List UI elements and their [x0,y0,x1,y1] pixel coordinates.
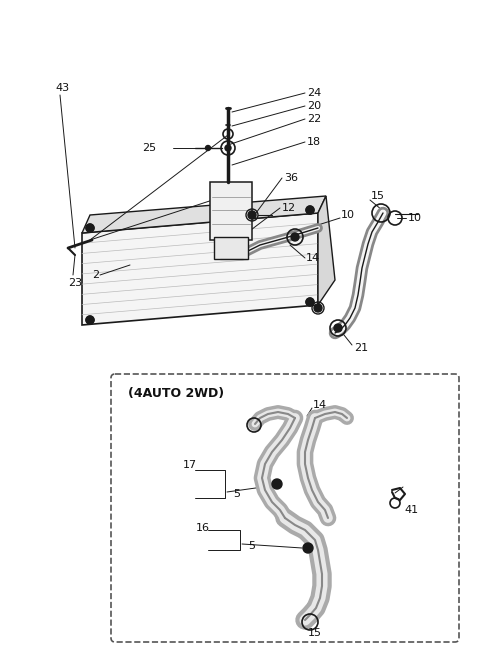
Text: 21: 21 [354,343,368,353]
Text: 20: 20 [307,101,321,111]
Circle shape [306,298,314,306]
Circle shape [86,316,94,324]
Text: 43: 43 [55,83,69,93]
Text: 17: 17 [183,460,197,470]
Circle shape [272,479,282,489]
Text: 41: 41 [404,505,418,515]
Text: 5: 5 [233,489,240,499]
Text: 24: 24 [307,88,321,98]
FancyBboxPatch shape [111,374,459,642]
Text: 10: 10 [408,213,422,223]
Text: 22: 22 [307,114,321,124]
Circle shape [225,145,231,151]
Text: 25: 25 [142,143,156,153]
Text: 18: 18 [307,137,321,147]
Text: 14: 14 [313,400,327,410]
Text: 15: 15 [308,628,322,638]
Text: 2: 2 [92,270,99,280]
Polygon shape [82,196,326,233]
Circle shape [334,324,342,332]
Text: 36: 36 [284,173,298,183]
Bar [214,237,248,259]
Text: (4AUTO 2WD): (4AUTO 2WD) [128,388,224,400]
Text: 14: 14 [306,253,320,263]
Circle shape [306,206,314,214]
Circle shape [205,145,211,151]
Circle shape [291,233,299,241]
Text: 12: 12 [282,203,296,213]
Text: 15: 15 [371,191,385,201]
Polygon shape [82,213,318,325]
Text: 10: 10 [341,210,355,220]
Bar [210,182,252,240]
Circle shape [248,211,256,219]
Polygon shape [318,196,335,305]
Circle shape [86,224,94,232]
Circle shape [314,304,322,312]
Text: 23: 23 [68,278,82,288]
Circle shape [303,543,313,553]
Text: 16: 16 [196,523,210,533]
Text: 5: 5 [248,541,255,551]
